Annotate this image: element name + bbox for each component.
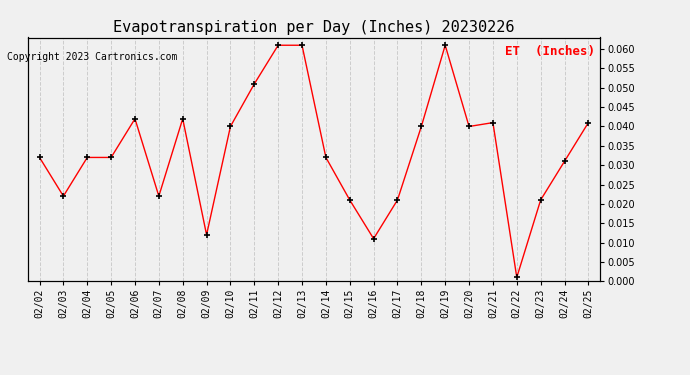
Title: Evapotranspiration per Day (Inches) 20230226: Evapotranspiration per Day (Inches) 2023… — [113, 20, 515, 35]
Text: ET  (Inches): ET (Inches) — [504, 45, 595, 58]
Text: Copyright 2023 Cartronics.com: Copyright 2023 Cartronics.com — [7, 52, 177, 62]
